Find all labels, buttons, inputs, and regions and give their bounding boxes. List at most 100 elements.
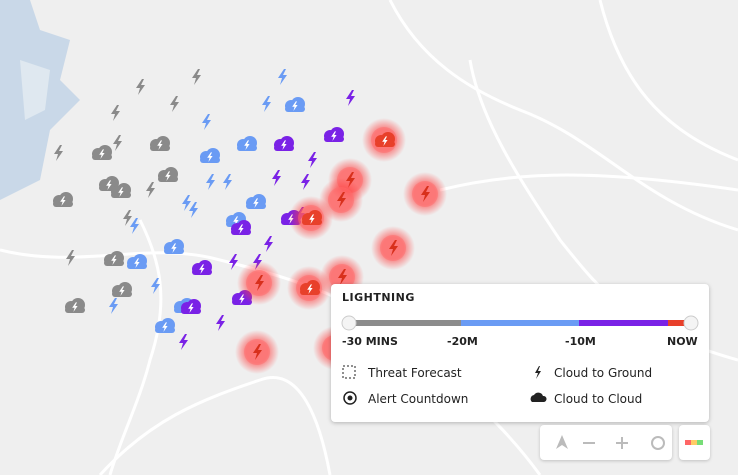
time-scale	[341, 315, 699, 331]
bolt	[262, 96, 271, 112]
bolt	[179, 334, 188, 350]
lightning-marker	[308, 152, 317, 168]
scale-label: NOW	[667, 335, 698, 348]
lightning-marker	[346, 90, 355, 106]
lightning-marker	[170, 96, 179, 112]
bolt	[136, 79, 145, 95]
lightning-marker	[179, 334, 188, 350]
bolt	[207, 152, 213, 162]
scale-purple	[579, 320, 668, 326]
lightning-marker	[324, 127, 344, 142]
lightning-marker	[111, 183, 131, 198]
cloud-part	[164, 248, 184, 254]
lightning-marker	[202, 114, 211, 130]
lightning-marker	[150, 136, 170, 151]
bolt	[111, 105, 120, 121]
bolt	[199, 264, 205, 274]
lightning-marker	[111, 105, 120, 121]
lightning-marker	[200, 148, 220, 163]
lightning-marker	[192, 260, 212, 275]
bolt	[244, 140, 250, 150]
bolt	[106, 180, 112, 190]
lightning-marker	[246, 194, 266, 209]
lightning-marker	[136, 79, 145, 95]
bolt	[331, 131, 337, 141]
lightning-marker	[274, 136, 294, 151]
settings-button[interactable]	[651, 436, 665, 450]
cloud-part	[127, 263, 147, 269]
lightning-marker	[53, 192, 73, 207]
lightning-marker	[371, 226, 415, 270]
lightning-marker	[237, 136, 257, 151]
cloud-part	[192, 269, 212, 275]
handle-right[interactable]	[683, 315, 699, 331]
bolt	[130, 218, 139, 234]
handle-left[interactable]	[341, 315, 357, 331]
cloud-part	[92, 154, 112, 160]
cloud-part	[155, 327, 175, 333]
bolt	[253, 198, 259, 208]
lightning-marker	[164, 239, 184, 254]
lightning-marker	[192, 69, 201, 85]
legend-title: LIGHTNING	[342, 291, 415, 304]
cloud-part	[65, 307, 85, 313]
bolt	[165, 171, 171, 181]
lightning-marker	[216, 315, 225, 331]
legend-toggle[interactable]	[679, 425, 710, 460]
scale-label: -10M	[565, 335, 596, 348]
bolt	[171, 243, 177, 253]
bolt	[54, 145, 63, 161]
cloud-part	[302, 219, 322, 225]
threat-icon	[342, 365, 356, 379]
lightning-marker	[92, 145, 112, 160]
lightning-marker	[235, 330, 279, 374]
bolt	[308, 152, 317, 168]
bolt	[309, 214, 315, 224]
bolt	[146, 182, 155, 198]
swatch	[691, 440, 697, 445]
bolt	[233, 216, 239, 226]
lightning-marker	[223, 174, 232, 190]
scale-gray	[349, 320, 461, 326]
bolt	[202, 114, 211, 130]
lightning-marker	[146, 182, 155, 198]
bolt	[60, 196, 66, 206]
bolt	[134, 258, 140, 268]
lightning-marker	[237, 261, 281, 305]
bolt	[123, 210, 132, 226]
scale-label: -20M	[447, 335, 478, 348]
bolt	[118, 187, 124, 197]
lightning-marker	[272, 170, 281, 186]
cloud-part	[324, 136, 344, 142]
compass-button[interactable]	[556, 435, 568, 449]
lightning-marker	[189, 202, 198, 218]
island	[20, 60, 50, 120]
bolt	[278, 69, 287, 85]
bolt	[182, 195, 191, 211]
cloud-part	[274, 145, 294, 151]
cloud-part	[104, 260, 124, 266]
map-controls	[540, 425, 672, 460]
legend-item: Cloud to Cloud	[554, 392, 643, 406]
lightning-marker	[403, 172, 447, 216]
bolt	[119, 286, 125, 296]
swatch	[697, 440, 703, 445]
lightning-marker	[264, 236, 273, 252]
cloud-part	[375, 141, 395, 147]
bolt	[192, 69, 201, 85]
lightning-marker	[278, 69, 287, 85]
bolt	[223, 174, 232, 190]
lightning-marker	[229, 254, 238, 270]
lightning-marker	[127, 254, 147, 269]
cloud-part	[158, 176, 178, 182]
zoom-in-button[interactable]	[616, 437, 628, 449]
lightning-marker	[158, 167, 178, 182]
lightning-marker	[289, 196, 333, 240]
alert-icon-dot	[347, 395, 353, 401]
lightning-marker	[285, 97, 305, 112]
lightning-marker	[262, 96, 271, 112]
bolt	[157, 140, 163, 150]
bolt	[421, 186, 430, 202]
bolt	[189, 202, 198, 218]
